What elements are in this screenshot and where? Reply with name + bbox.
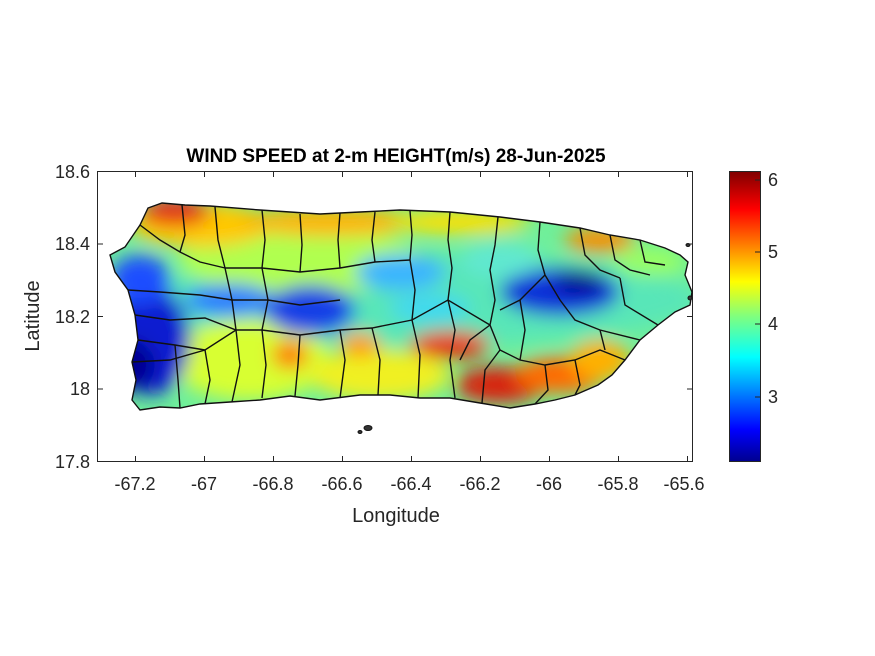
x-tick-label: -66.4 [390,474,431,494]
y-tick-label: 18 [70,379,90,399]
x-tick-label: -65.8 [597,474,638,494]
municipal-boundaries [109,202,693,411]
colorbar-ticks [755,179,761,398]
colorbar-tick-label: 3 [768,387,778,407]
colorbar-tick-label: 6 [768,170,778,190]
small-islands [357,243,693,434]
y-tick-label: 17.8 [55,452,90,472]
y-tick-label: 18.2 [55,307,90,327]
colorbar-tick-label: 4 [768,314,778,334]
x-tick-label: -66.8 [252,474,293,494]
x-tick-label: -66.6 [321,474,362,494]
x-tick-label: -67 [191,474,217,494]
y-tick-label: 18.4 [55,234,90,254]
x-axis [135,171,688,462]
x-tick-label: -65.6 [663,474,704,494]
x-tick-label: -66 [536,474,562,494]
x-tick-label: -66.2 [459,474,500,494]
wind-speed-field [110,203,692,410]
colorbar [729,171,761,462]
map-title: WIND SPEED at 2-m HEIGHT(m/s) 28-Jun-202… [186,146,606,167]
y-tick-label: 18.6 [55,162,90,182]
x-axis-label: Longitude [352,505,440,527]
y-axis-label: Latitude [22,280,44,351]
colorbar-tick-label: 5 [768,242,778,262]
x-tick-label: -67.2 [114,474,155,494]
